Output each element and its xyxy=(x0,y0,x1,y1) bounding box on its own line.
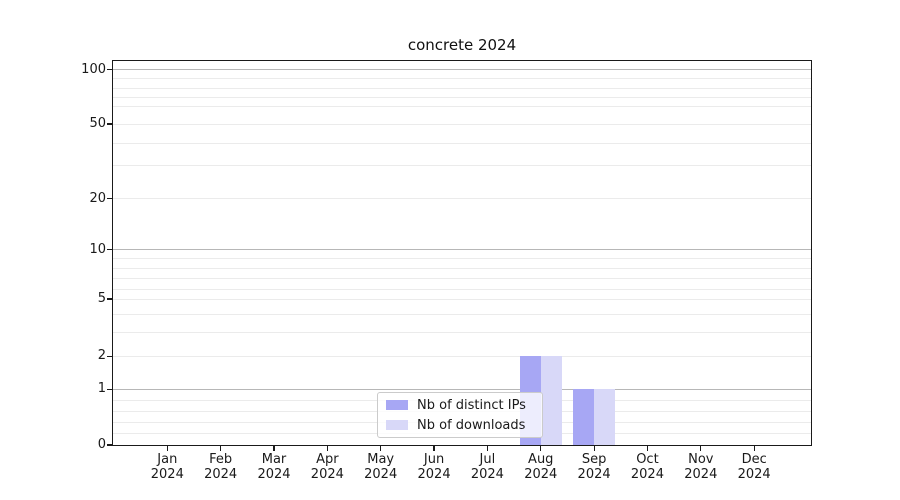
x-tick-mark xyxy=(166,446,168,451)
x-tick-year: 2024 xyxy=(470,467,504,482)
x-tick-month: Apr xyxy=(316,452,339,467)
legend-swatch-distinct-ips xyxy=(386,400,408,410)
x-tick-label: May 2024 xyxy=(351,452,411,482)
x-tick-label: Jun 2024 xyxy=(404,452,464,482)
y-tick-label: 20 xyxy=(89,190,106,206)
x-tick-mark xyxy=(593,446,595,451)
x-tick-year: 2024 xyxy=(524,467,558,482)
gridline-major xyxy=(113,388,811,390)
x-tick-label: Dec 2024 xyxy=(724,452,784,482)
gridline-minor xyxy=(113,355,811,357)
y-tick-mark xyxy=(107,298,113,300)
y-tick-mark xyxy=(107,444,113,446)
legend: Nb of distinct IPs Nb of downloads xyxy=(377,392,543,438)
gridline-minor xyxy=(113,277,811,279)
gridline-minor xyxy=(113,142,811,144)
x-tick-month: May xyxy=(367,452,395,467)
gridline-minor xyxy=(113,164,811,166)
gridline-minor xyxy=(113,106,811,107)
y-tick-mark xyxy=(107,123,113,125)
x-tick-mark xyxy=(753,446,755,451)
x-tick-mark xyxy=(326,446,329,451)
x-tick-month: Sep xyxy=(581,452,607,467)
x-tick-label: Jul 2024 xyxy=(457,452,517,482)
x-tick-label: Feb 2024 xyxy=(191,452,251,482)
x-tick-label: Mar 2024 xyxy=(244,452,304,482)
x-tick-month: Aug xyxy=(528,452,554,467)
x-tick-year: 2024 xyxy=(204,467,238,482)
gridline-minor xyxy=(113,288,811,290)
x-tick-month: Nov xyxy=(688,452,714,467)
gridline-minor xyxy=(113,267,811,269)
bar-downloads xyxy=(540,356,562,445)
x-tick-mark xyxy=(220,446,222,451)
x-tick-month: Dec xyxy=(741,452,767,467)
x-tick-mark xyxy=(646,446,649,451)
x-tick-month: Oct xyxy=(636,452,659,467)
x-tick-year: 2024 xyxy=(257,467,291,482)
x-tick-year: 2024 xyxy=(737,467,771,482)
bar-distinct-ips xyxy=(573,389,595,445)
x-tick-year: 2024 xyxy=(630,467,664,482)
y-tick-label: 100 xyxy=(81,61,106,77)
x-tick-mark xyxy=(700,446,702,451)
x-tick-month: Jun xyxy=(423,452,445,467)
y-tick-label: 2 xyxy=(97,348,106,364)
x-tick-label: Aug 2024 xyxy=(511,452,571,482)
gridline-major xyxy=(113,69,811,70)
y-tick-mark xyxy=(107,388,113,390)
legend-item-downloads: Nb of downloads xyxy=(386,418,542,433)
x-tick-mark xyxy=(273,446,275,451)
y-tick-label: 5 xyxy=(97,291,106,306)
x-tick-year: 2024 xyxy=(310,467,344,482)
x-tick-mark xyxy=(486,446,489,451)
x-tick-month: Mar xyxy=(261,452,287,467)
x-tick-month: Jan xyxy=(157,452,178,467)
gridline-minor xyxy=(113,332,811,334)
x-tick-label: Sep 2024 xyxy=(564,452,624,482)
gridline-major xyxy=(113,249,811,250)
x-tick-label: Oct 2024 xyxy=(617,452,677,482)
y-tick-mark xyxy=(107,248,113,251)
chart-title: concrete 2024 xyxy=(407,36,517,54)
gridline-minor xyxy=(113,298,811,300)
gridline-minor xyxy=(113,123,811,125)
y-tick-label: 1 xyxy=(97,381,106,397)
x-tick-year: 2024 xyxy=(577,467,611,482)
y-tick-label: 50 xyxy=(89,116,106,131)
y-tick-label: 10 xyxy=(89,241,106,257)
gridline-minor xyxy=(113,97,811,98)
legend-swatch-downloads xyxy=(386,420,408,430)
x-tick-mark xyxy=(380,446,382,451)
x-tick-mark xyxy=(540,446,542,451)
x-tick-year: 2024 xyxy=(417,467,451,482)
y-tick-mark xyxy=(107,197,113,200)
gridline-minor xyxy=(113,77,811,79)
y-tick-label: 0 xyxy=(97,437,106,452)
bar-downloads xyxy=(594,389,615,445)
legend-label-distinct-ips: Nb of distinct IPs xyxy=(417,397,526,413)
gridline-minor xyxy=(113,87,811,89)
legend-item-distinct-ips: Nb of distinct IPs xyxy=(386,398,542,413)
x-tick-label: Jan 2024 xyxy=(137,452,197,482)
y-tick-mark xyxy=(107,68,113,71)
gridline-minor xyxy=(113,198,811,199)
x-tick-mark xyxy=(433,446,435,451)
x-tick-year: 2024 xyxy=(150,467,184,482)
legend-label-downloads: Nb of downloads xyxy=(417,417,526,433)
x-tick-label: Nov 2024 xyxy=(671,452,731,482)
gridline-minor xyxy=(113,313,811,315)
gridline-minor xyxy=(113,257,811,259)
x-tick-month: Jul xyxy=(479,452,496,467)
x-tick-year: 2024 xyxy=(684,467,718,482)
x-tick-month: Feb xyxy=(209,452,233,467)
x-tick-label: Apr 2024 xyxy=(297,452,357,482)
x-tick-year: 2024 xyxy=(364,467,398,482)
y-tick-mark xyxy=(107,355,113,357)
